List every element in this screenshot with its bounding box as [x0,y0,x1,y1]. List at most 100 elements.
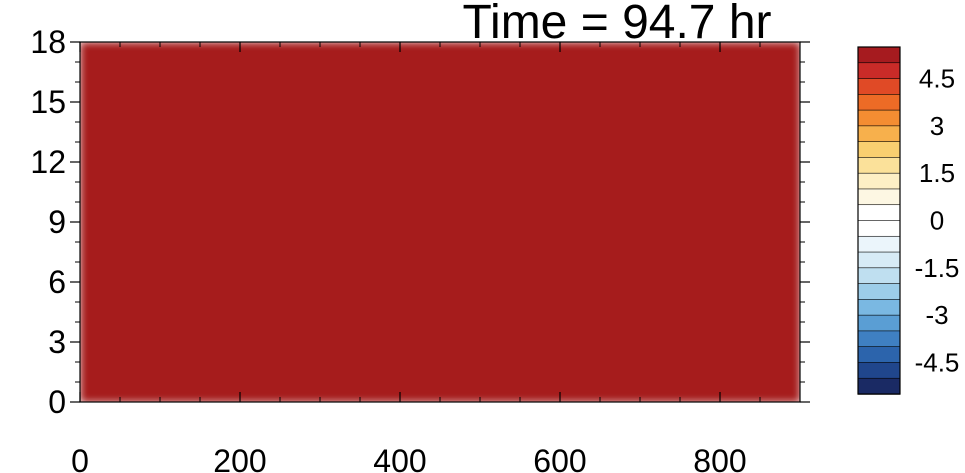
heatmap-cell [280,58,285,63]
heatmap-cell [172,42,177,47]
heatmap-cell [608,146,613,151]
heatmap-cell [636,114,641,119]
heatmap-cell [200,70,205,75]
heatmap-cell [180,146,185,151]
heatmap-cell [580,106,585,111]
heatmap-cell [524,142,529,147]
heatmap-cell [344,62,349,67]
heatmap-cell [632,114,637,119]
heatmap-cell [236,118,241,123]
heatmap-cell [624,110,629,115]
heatmap-cell [120,46,125,51]
heatmap-cell [488,118,493,123]
heatmap-cell [484,90,489,95]
heatmap-cell [660,54,665,59]
heatmap-cell [148,146,153,151]
heatmap-cell [744,70,749,75]
heatmap-cell [564,110,569,115]
heatmap-cell [268,78,273,83]
heatmap-cell [620,50,625,55]
heatmap-cell [480,118,485,123]
heatmap-cell [412,62,417,67]
heatmap-cell [124,142,129,147]
heatmap-cell [528,138,533,143]
heatmap-cell [488,106,493,111]
heatmap-cell [612,106,617,111]
heatmap-cell [224,66,229,71]
heatmap-cell [428,74,433,79]
heatmap-cell [260,130,265,135]
heatmap-cell [540,110,545,115]
heatmap-cell [204,122,209,127]
heatmap-cell [596,70,601,75]
heatmap-cell [664,110,669,115]
heatmap-cell [784,110,789,115]
heatmap-cell [624,74,629,79]
heatmap-cell [300,70,305,75]
heatmap-cell [292,110,297,115]
heatmap-cell [476,130,481,135]
heatmap-cell [108,46,113,51]
heatmap-cell [524,106,529,111]
heatmap-cell [96,58,101,63]
heatmap-cell [484,50,489,55]
heatmap-cell [284,138,289,143]
heatmap-cell [756,102,761,107]
heatmap-cell [404,74,409,79]
heatmap-cell [404,138,409,143]
heatmap-cell [644,126,649,131]
heatmap-cell [456,66,461,71]
heatmap-cell [468,70,473,75]
heatmap-cell [512,58,517,63]
heatmap-cell [520,118,525,123]
heatmap-cell [540,114,545,119]
heatmap-cell [372,122,377,127]
heatmap-cell [736,50,741,55]
heatmap-cell [192,98,197,103]
heatmap-cell [572,130,577,135]
heatmap-cell [276,102,281,107]
heatmap-cell [152,98,157,103]
heatmap-cell [144,126,149,131]
heatmap-cell [180,78,185,83]
heatmap-cell [768,146,773,151]
heatmap-cell [548,114,553,119]
heatmap-cell [380,42,385,47]
heatmap-cell [540,122,545,127]
heatmap-cell [588,142,593,147]
heatmap-cell [108,50,113,55]
heatmap-cell [440,46,445,51]
heatmap-cell [624,58,629,63]
heatmap-cell [452,82,457,87]
heatmap-cell [272,94,277,99]
heatmap-cell [624,142,629,147]
heatmap-cell [324,106,329,111]
heatmap-cell [676,110,681,115]
heatmap-cell [380,146,385,151]
heatmap-cell [736,66,741,71]
heatmap-cell [132,150,137,155]
heatmap-cell [724,66,729,71]
heatmap-cell [96,130,101,135]
heatmap-cell [324,42,329,47]
heatmap-cell [384,130,389,135]
heatmap-cell [80,146,85,151]
heatmap-cell [624,122,629,127]
heatmap-cell [696,134,701,139]
heatmap-cell [712,78,717,83]
heatmap-cell [544,90,549,95]
heatmap-cell [476,58,481,63]
heatmap-cell [284,62,289,67]
heatmap-cell [172,134,177,139]
heatmap-cell [396,118,401,123]
heatmap-cell [492,118,497,123]
heatmap-cell [484,114,489,119]
heatmap-cell [516,110,521,115]
heatmap-cell [252,102,257,107]
heatmap-cell [680,58,685,63]
heatmap-cell [708,74,713,79]
heatmap-cell [176,98,181,103]
heatmap-cell [444,118,449,123]
heatmap-cell [608,62,613,67]
heatmap-cell [648,82,653,87]
